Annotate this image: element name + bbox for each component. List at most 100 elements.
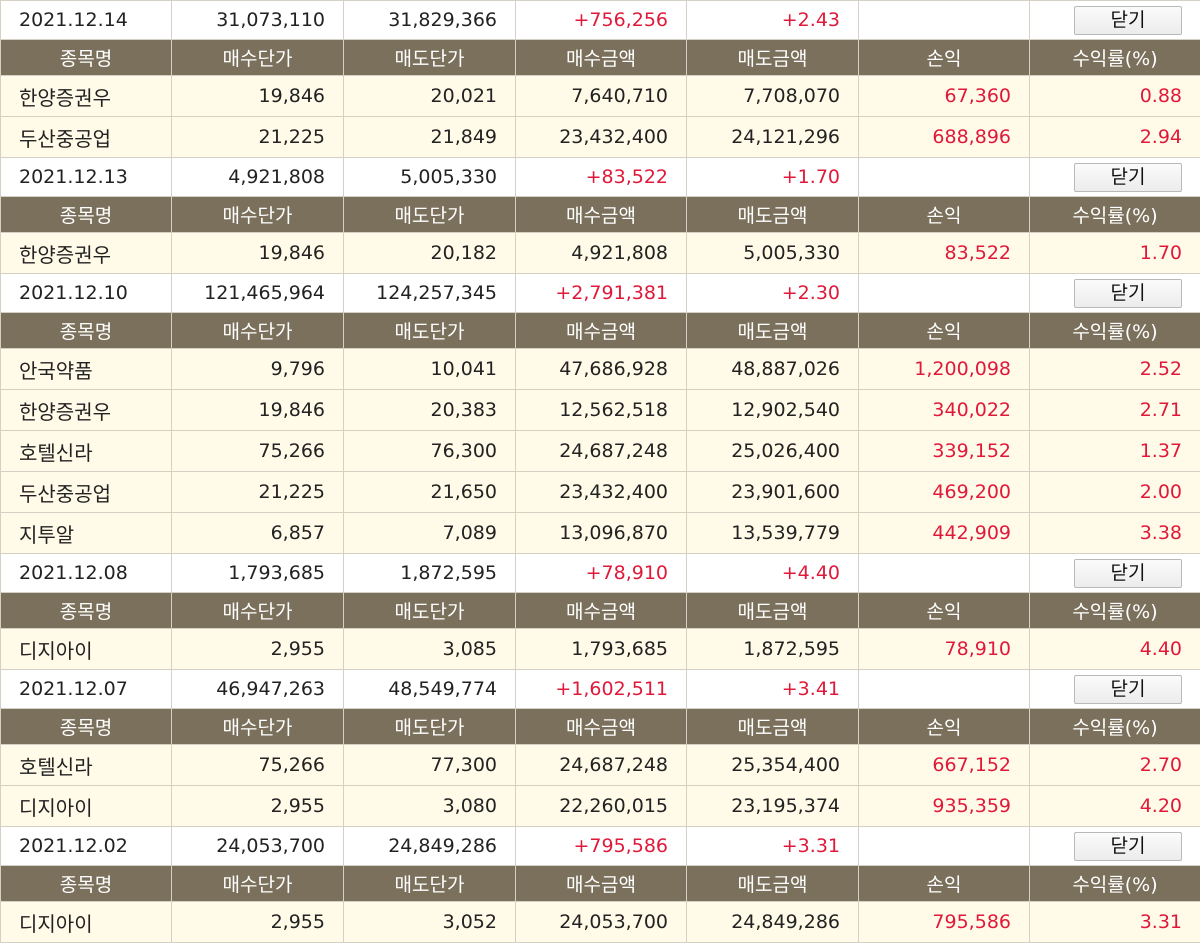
- sell-price: 21,650: [343, 471, 516, 513]
- column-header: 수익률(%): [1029, 592, 1200, 629]
- sell-amount: 1,872,595: [686, 628, 859, 670]
- buy-price: 2,955: [171, 628, 344, 670]
- summary-sell-total: 124,257,345: [343, 273, 516, 313]
- column-header: 매도금액: [686, 39, 859, 76]
- sell-amount: 48,887,026: [686, 348, 859, 390]
- column-header: 수익률(%): [1029, 196, 1200, 233]
- close-button[interactable]: 닫기: [1074, 5, 1182, 35]
- close-button[interactable]: 닫기: [1074, 831, 1182, 861]
- stock-name: 한양증권우: [0, 232, 172, 274]
- summary-date: 2021.12.02: [0, 826, 172, 866]
- stock-name: 디지아이: [0, 901, 172, 943]
- column-header: 매수금액: [515, 196, 687, 233]
- buy-price: 9,796: [171, 348, 344, 390]
- close-button[interactable]: 닫기: [1074, 278, 1182, 308]
- buy-amount: 13,096,870: [515, 512, 687, 554]
- stock-row: 한양증권우 19,846 20,383 12,562,518 12,902,540 340…: [0, 389, 1200, 431]
- close-button[interactable]: 닫기: [1074, 674, 1182, 704]
- return-rate: 2.52: [1029, 348, 1200, 390]
- sell-price: 20,182: [343, 232, 516, 274]
- column-header: 손익: [858, 708, 1030, 745]
- stock-name: 한양증권우: [0, 75, 172, 117]
- column-header-row: 종목명 매수단가 매도단가 매수금액 매도금액 손익 수익률(%): [0, 708, 1200, 745]
- stock-name: 두산중공업: [0, 471, 172, 513]
- stock-row: 안국약품 9,796 10,041 47,686,928 48,887,026 1,200…: [0, 348, 1200, 390]
- column-header: 수익률(%): [1029, 312, 1200, 349]
- sell-amount: 24,849,286: [686, 901, 859, 943]
- summary-empty-cell: [858, 553, 1030, 593]
- column-header: 매수단가: [171, 865, 344, 902]
- buy-price: 21,225: [171, 116, 344, 158]
- close-button-cell: 닫기: [1029, 826, 1200, 866]
- close-button[interactable]: 닫기: [1074, 162, 1182, 192]
- close-button-cell: 닫기: [1029, 0, 1200, 40]
- column-header: 매수금액: [515, 865, 687, 902]
- return-rate: 4.20: [1029, 785, 1200, 827]
- summary-buy-total: 4,921,808: [171, 157, 344, 197]
- stock-name: 호텔신라: [0, 430, 172, 472]
- buy-price: 2,955: [171, 785, 344, 827]
- column-header: 매도단가: [343, 196, 516, 233]
- sell-price: 76,300: [343, 430, 516, 472]
- buy-price: 19,846: [171, 389, 344, 431]
- summary-profit: +1,602,511: [515, 669, 687, 709]
- column-header-row: 종목명 매수단가 매도단가 매수금액 매도금액 손익 수익률(%): [0, 312, 1200, 349]
- sell-price: 7,089: [343, 512, 516, 554]
- column-header: 매도금액: [686, 312, 859, 349]
- summary-date: 2021.12.10: [0, 273, 172, 313]
- column-header: 매수단가: [171, 312, 344, 349]
- column-header: 매도단가: [343, 592, 516, 629]
- column-header-row: 종목명 매수단가 매도단가 매수금액 매도금액 손익 수익률(%): [0, 196, 1200, 233]
- column-header: 매도단가: [343, 312, 516, 349]
- day-summary-row: 2021.12.10 121,465,964 124,257,345 +2,791,3…: [0, 273, 1200, 313]
- column-header: 종목명: [0, 312, 172, 349]
- sell-amount: 23,901,600: [686, 471, 859, 513]
- close-button-cell: 닫기: [1029, 157, 1200, 197]
- profit: 935,359: [858, 785, 1030, 827]
- column-header-row: 종목명 매수단가 매도단가 매수금액 매도금액 손익 수익률(%): [0, 39, 1200, 76]
- sell-price: 20,021: [343, 75, 516, 117]
- profit: 83,522: [858, 232, 1030, 274]
- close-button-cell: 닫기: [1029, 553, 1200, 593]
- stock-name: 두산중공업: [0, 116, 172, 158]
- summary-sell-total: 24,849,286: [343, 826, 516, 866]
- summary-profit: +78,910: [515, 553, 687, 593]
- column-header: 손익: [858, 592, 1030, 629]
- stock-row: 호텔신라 75,266 77,300 24,687,248 25,354,400 667,…: [0, 744, 1200, 786]
- close-button[interactable]: 닫기: [1074, 558, 1182, 588]
- summary-empty-cell: [858, 157, 1030, 197]
- day-summary-row: 2021.12.13 4,921,808 5,005,330 +83,522 +1.70…: [0, 157, 1200, 197]
- column-header: 매도단가: [343, 39, 516, 76]
- sell-amount: 7,708,070: [686, 75, 859, 117]
- buy-amount: 24,687,248: [515, 744, 687, 786]
- summary-profit: +83,522: [515, 157, 687, 197]
- summary-sell-total: 31,829,366: [343, 0, 516, 40]
- summary-profit: +2,791,381: [515, 273, 687, 313]
- column-header: 매수단가: [171, 196, 344, 233]
- sell-price: 20,383: [343, 389, 516, 431]
- return-rate: 3.31: [1029, 901, 1200, 943]
- stock-row: 두산중공업 21,225 21,650 23,432,400 23,901,600 469…: [0, 471, 1200, 513]
- profit: 340,022: [858, 389, 1030, 431]
- buy-amount: 24,053,700: [515, 901, 687, 943]
- buy-price: 75,266: [171, 430, 344, 472]
- sell-amount: 12,902,540: [686, 389, 859, 431]
- column-header: 종목명: [0, 39, 172, 76]
- profit: 688,896: [858, 116, 1030, 158]
- buy-amount: 7,640,710: [515, 75, 687, 117]
- buy-price: 19,846: [171, 75, 344, 117]
- summary-date: 2021.12.07: [0, 669, 172, 709]
- summary-date: 2021.12.08: [0, 553, 172, 593]
- column-header: 손익: [858, 312, 1030, 349]
- summary-date: 2021.12.14: [0, 0, 172, 40]
- stock-row: 호텔신라 75,266 76,300 24,687,248 25,026,400 339,…: [0, 430, 1200, 472]
- column-header: 매도단가: [343, 708, 516, 745]
- profit: 795,586: [858, 901, 1030, 943]
- summary-empty-cell: [858, 669, 1030, 709]
- column-header: 수익률(%): [1029, 865, 1200, 902]
- buy-price: 75,266: [171, 744, 344, 786]
- column-header: 매도금액: [686, 196, 859, 233]
- stock-row: 디지아이 2,955 3,080 22,260,015 23,195,374 935,35…: [0, 785, 1200, 827]
